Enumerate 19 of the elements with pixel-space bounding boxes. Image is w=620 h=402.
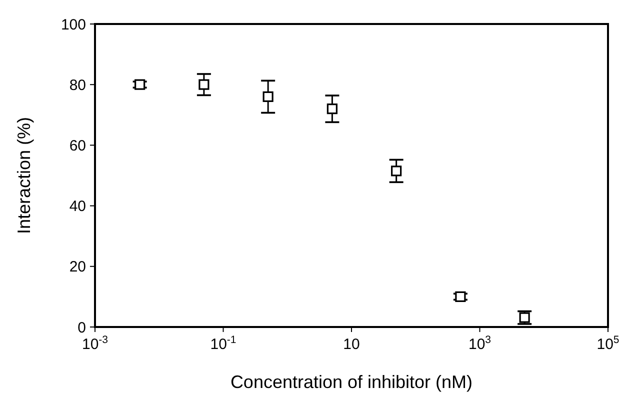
point [455, 291, 466, 302]
y-tick-label: 60 [69, 137, 86, 154]
point [391, 166, 402, 176]
x-axis-title: Concentration of inhibitor (nM) [230, 372, 473, 392]
x-tick-label: 10$^{5}$ [596, 334, 620, 353]
point [198, 79, 210, 90]
x-tick-label: 10$^{-3}$ [82, 334, 108, 353]
y-tick-label: 80 [69, 76, 86, 94]
point [134, 79, 146, 90]
x-tick-label: 10$^{3}$ [468, 334, 492, 353]
x-tick-label: 10 [343, 336, 360, 353]
y-tick-label: 40 [69, 198, 86, 216]
y-tick-label: 0 [78, 319, 86, 336]
x-tick-label: 10$^{-1}$ [210, 334, 236, 353]
y-tick-label: 100 [60, 16, 86, 34]
y-tick-label: 20 [69, 258, 86, 276]
y-axis-title: Interaction (%) [14, 116, 34, 234]
point [326, 104, 338, 114]
point [262, 91, 274, 102]
